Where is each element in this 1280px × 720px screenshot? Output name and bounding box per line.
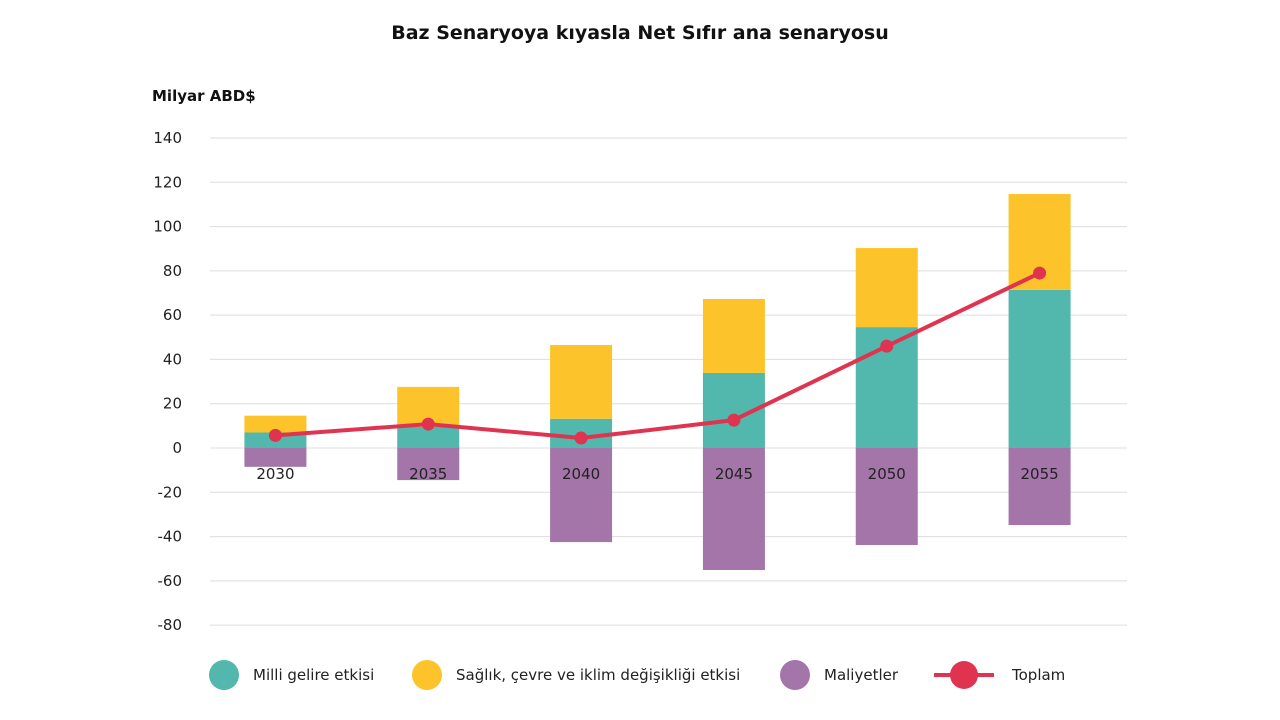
legend-swatch (412, 660, 442, 690)
legend-label: Milli gelire etkisi (253, 666, 375, 684)
bar-segment (244, 415, 307, 433)
legend-item-saglik: Sağlık, çevre ve iklim değişikliği etkis… (412, 660, 740, 690)
bar-segment (702, 448, 765, 571)
legend-item-maliyetler: Maliyetler (780, 660, 898, 690)
bar-segment (855, 448, 918, 545)
y-tick-label: 60 (163, 306, 182, 324)
bar-segment (397, 448, 460, 481)
line-point (268, 428, 282, 442)
legend-swatch (780, 660, 810, 690)
y-tick-label: 0 (172, 439, 182, 457)
bar-segment (855, 248, 918, 328)
x-tick-label: 2030 (256, 465, 294, 483)
line-point (574, 431, 588, 445)
legend-label: Toplam (1012, 666, 1066, 684)
y-tick-label: -20 (158, 483, 183, 501)
x-tick-label: 2035 (409, 465, 447, 483)
bar-segment (550, 448, 613, 543)
y-tick-label: -60 (158, 572, 183, 590)
y-tick-label: 20 (163, 395, 182, 413)
x-tick-label: 2050 (868, 465, 906, 483)
x-tick-label: 2045 (715, 465, 753, 483)
bar-segment (397, 426, 460, 448)
line-point (421, 417, 435, 431)
bar-segment (702, 298, 765, 373)
legend-item-toplam: Toplam (934, 660, 1065, 690)
line-point (727, 413, 741, 427)
series-line (275, 271, 1041, 441)
chart-title: Baz Senaryoya kıyasla Net Sıfır ana sena… (391, 22, 889, 44)
bar-segment (550, 345, 613, 419)
y-tick-label: -40 (158, 528, 183, 546)
legend-item-milli-gelir: Milli gelire etkisi (209, 660, 374, 690)
y-tick-label: -80 (158, 616, 183, 634)
y-tick-label: 120 (153, 173, 182, 191)
bar-segment (244, 448, 307, 467)
legend-line-swatch (934, 661, 994, 689)
legend-label: Sağlık, çevre ve iklim değişikliği etkis… (456, 666, 741, 684)
bar-segment (1008, 289, 1071, 448)
legend-swatch (209, 660, 239, 690)
x-tick-label: 2055 (1020, 465, 1058, 483)
y-tick-label: 100 (153, 218, 182, 236)
legend: Milli gelire etkisi Sağlık, çevre ve ikl… (0, 660, 1280, 690)
y-tick-label: 80 (163, 262, 182, 280)
y-tick-label: 140 (153, 129, 182, 147)
line-point (1033, 266, 1047, 280)
x-tick-label: 2040 (562, 465, 600, 483)
y-tick-label: 40 (163, 350, 182, 368)
line-point (880, 339, 894, 353)
bar-segment (1008, 448, 1071, 526)
y-axis-label: Milyar ABD$ (152, 87, 256, 105)
legend-label: Maliyetler (824, 666, 899, 684)
